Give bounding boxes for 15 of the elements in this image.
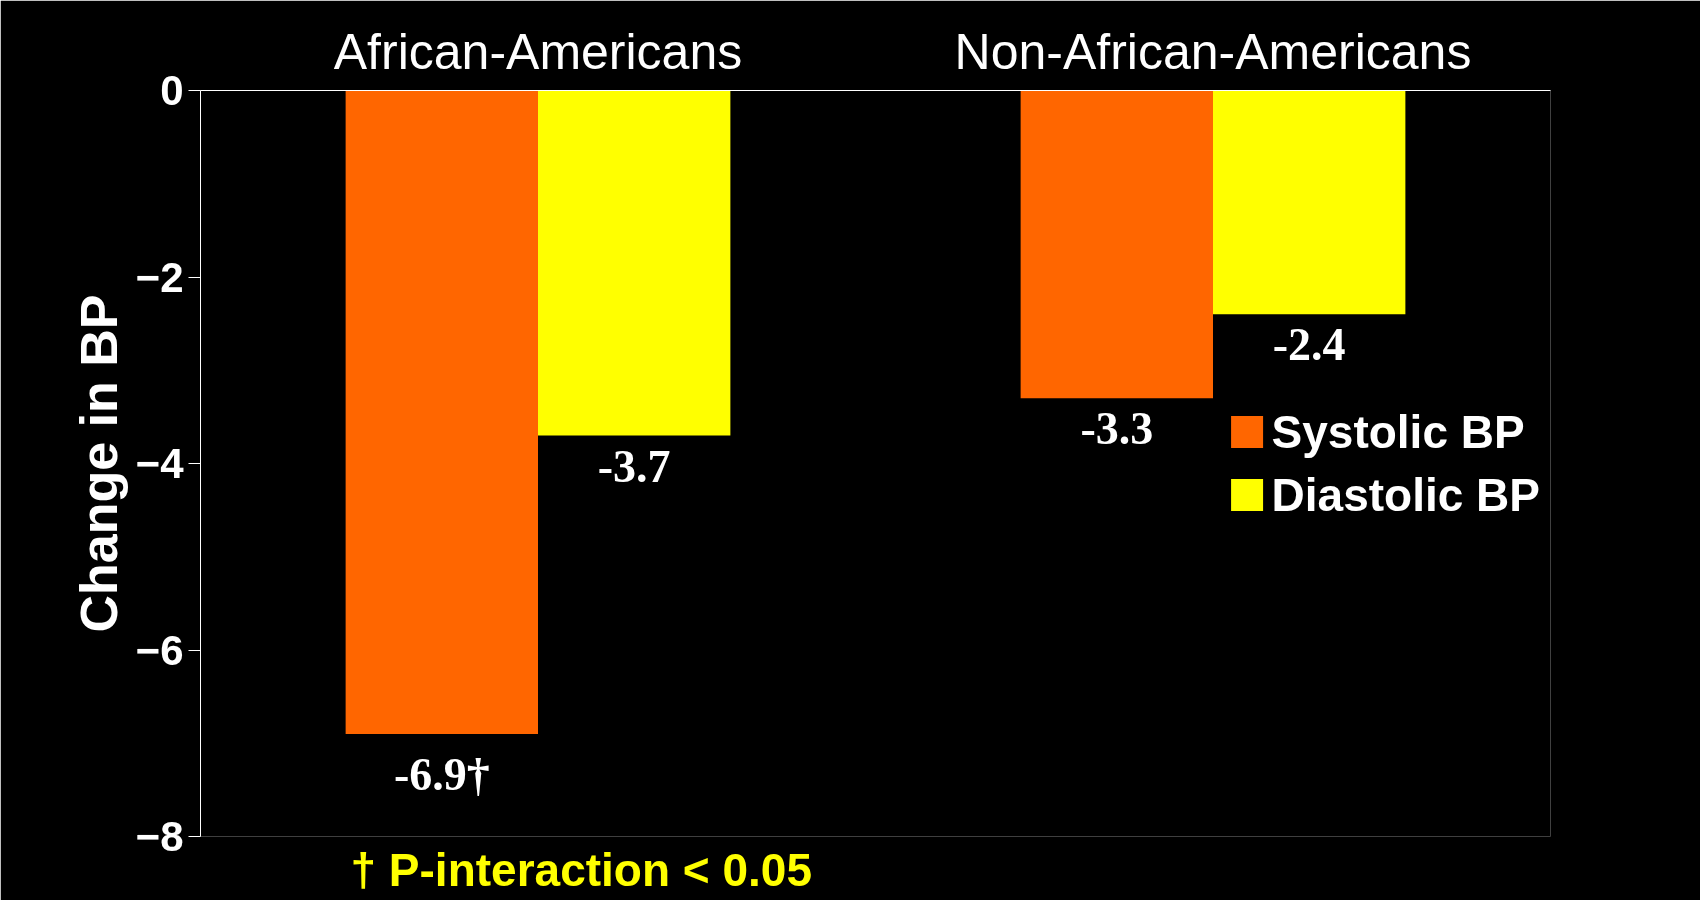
- data-label: -3.3: [1080, 403, 1154, 455]
- y-tick-label: −2: [135, 253, 184, 301]
- y-tick-label: −8: [135, 813, 184, 860]
- x-tick-label: Non-African-Americans: [954, 23, 1472, 80]
- x-tick-label: African-Americans: [333, 23, 743, 80]
- data-label: -6.9†: [393, 748, 490, 800]
- legend-label: Systolic BP: [1271, 404, 1525, 460]
- y-tick-label: −6: [135, 626, 184, 674]
- y-tick-label: 0: [160, 67, 184, 114]
- data-label: -2.4: [1272, 319, 1346, 371]
- legend-label: Diastolic BP: [1271, 467, 1540, 523]
- data-label: -3.7: [597, 440, 671, 492]
- y-tick-label: −4: [135, 440, 185, 487]
- text: † P-interaction < 0.05: [350, 843, 812, 896]
- y-axis-title: Change in BP: [69, 294, 128, 633]
